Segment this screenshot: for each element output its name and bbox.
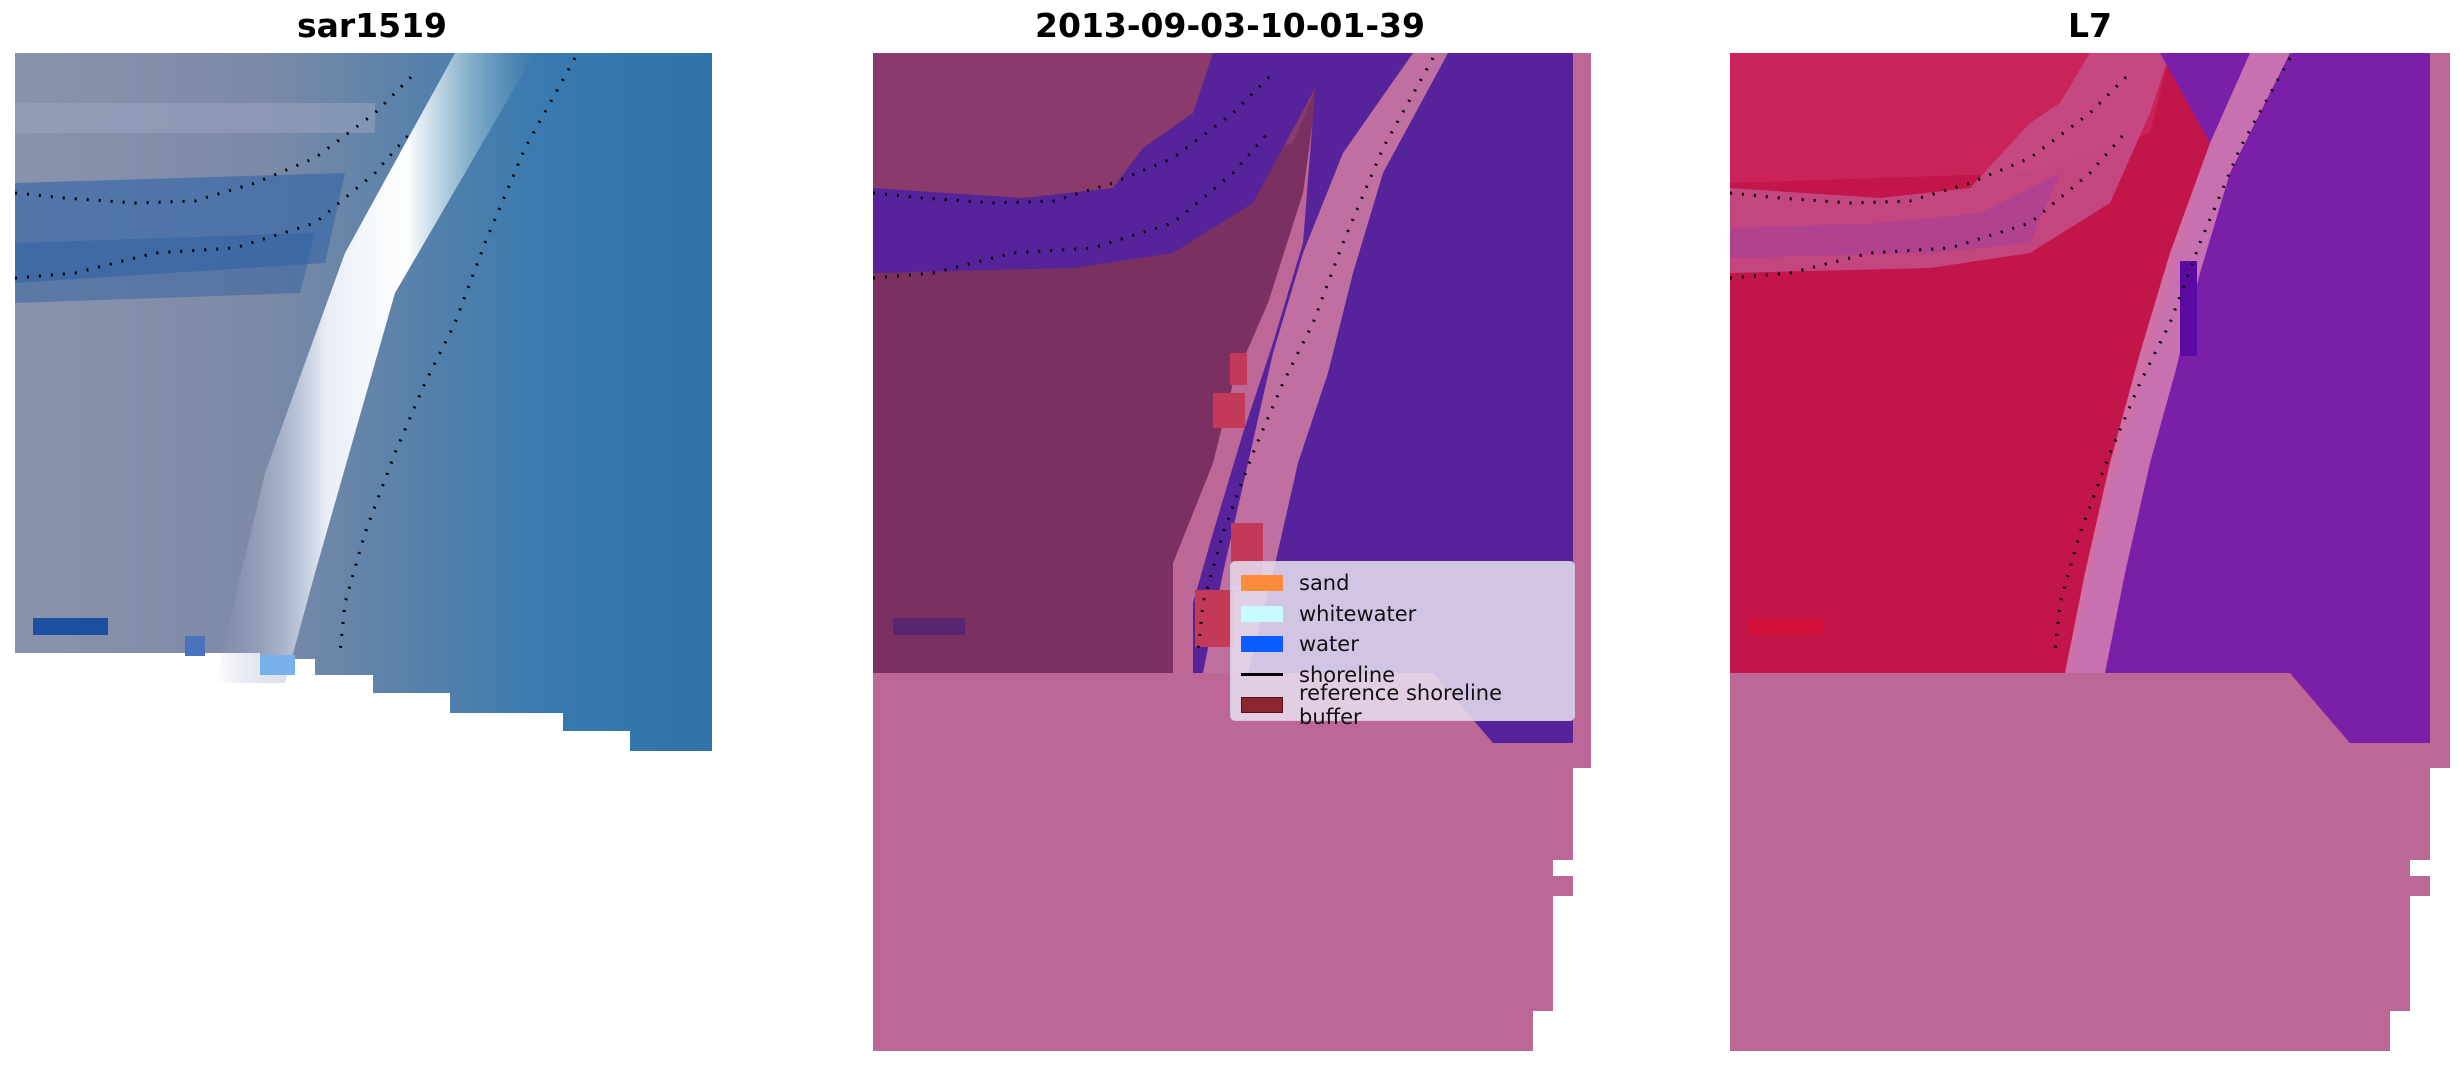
- legend-label: shoreline: [1299, 662, 1396, 687]
- water-swatch: [1241, 636, 1283, 653]
- index-image-panel: [1730, 53, 2450, 1051]
- legend: sand whitewater water shoreline referenc…: [1230, 561, 1575, 729]
- beach-band-index: [2065, 53, 2290, 673]
- shoreline-inner: [873, 71, 1275, 205]
- classified-image-panel: [873, 53, 1591, 1051]
- whitewater-swatch: [1241, 605, 1283, 622]
- legend-item-whitewater: whitewater: [1241, 599, 1564, 630]
- bright-beach: [215, 53, 535, 683]
- rgb-image-panel: [15, 53, 712, 751]
- dark-water-pixels: [33, 618, 108, 635]
- legend-item-sand: sand: [1241, 568, 1564, 599]
- water-index: [2070, 53, 2430, 743]
- channel-index: [1730, 53, 2170, 273]
- shoreline-swatch: [1241, 673, 1283, 677]
- panel-title-classified: 2013-09-03-10-01-39: [1035, 6, 1425, 45]
- legend-label: reference shoreline buffer: [1299, 681, 1503, 730]
- panel-title-index: L7: [2068, 6, 2112, 45]
- legend-item-water: water: [1241, 629, 1564, 660]
- classified-image: [873, 53, 1591, 1051]
- legend-label: water: [1299, 632, 1359, 657]
- index-image: [1730, 53, 2450, 1051]
- panel-title-rgb: sar1519: [296, 6, 448, 45]
- legend-item-shoreline: shoreline: [1241, 660, 1564, 691]
- legend-label: sand: [1299, 571, 1350, 596]
- legend-label: whitewater: [1299, 601, 1417, 626]
- buffer-patch-upper: [1230, 353, 1247, 385]
- beach-band: [1203, 53, 1448, 673]
- legend-item-reference-buffer: reference shoreline buffer: [1241, 681, 1564, 729]
- rgb-image: [15, 53, 712, 751]
- shoreline-inner: [15, 71, 417, 205]
- buffer-swatch: [1241, 697, 1283, 714]
- sand-swatch: [1241, 575, 1283, 592]
- shoreline-inner: [1730, 71, 2132, 205]
- water-channel: [873, 53, 1318, 273]
